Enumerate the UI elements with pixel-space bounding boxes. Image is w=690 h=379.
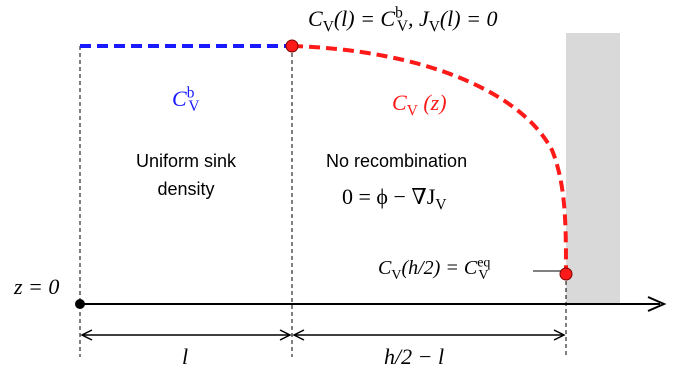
surface-region	[566, 33, 620, 304]
width-left-label: l	[182, 344, 189, 369]
boundary-point-surface	[559, 267, 573, 281]
left-region-line2: density	[157, 179, 215, 199]
origin-label: z = 0	[14, 274, 60, 299]
right-region-title: No recombination	[326, 151, 468, 171]
dimension-arrow-h-half-minus-l	[292, 329, 566, 341]
surface-boundary-condition-label: CV(h/2) = CeqV	[378, 255, 491, 283]
width-right-label: h/2 − l	[384, 344, 445, 369]
concentration-profile-curve	[291, 44, 568, 275]
origin-point	[75, 299, 85, 309]
left-region-line1: Uniform sink	[135, 151, 237, 171]
bulk-concentration-label: CbV	[172, 84, 200, 116]
arrow-right-icon	[647, 296, 667, 312]
profile-concentration-label: CV (z)	[392, 90, 447, 120]
dimension-arrow-l	[80, 329, 292, 341]
right-region-equation: 0 = ϕ − ∇JV	[342, 184, 447, 214]
left-region-description: Uniform sink density	[136, 152, 236, 198]
boundary-point-l	[285, 39, 299, 53]
top-boundary-condition-label: CV(l) = CbV, JV(l) = 0	[308, 4, 498, 36]
